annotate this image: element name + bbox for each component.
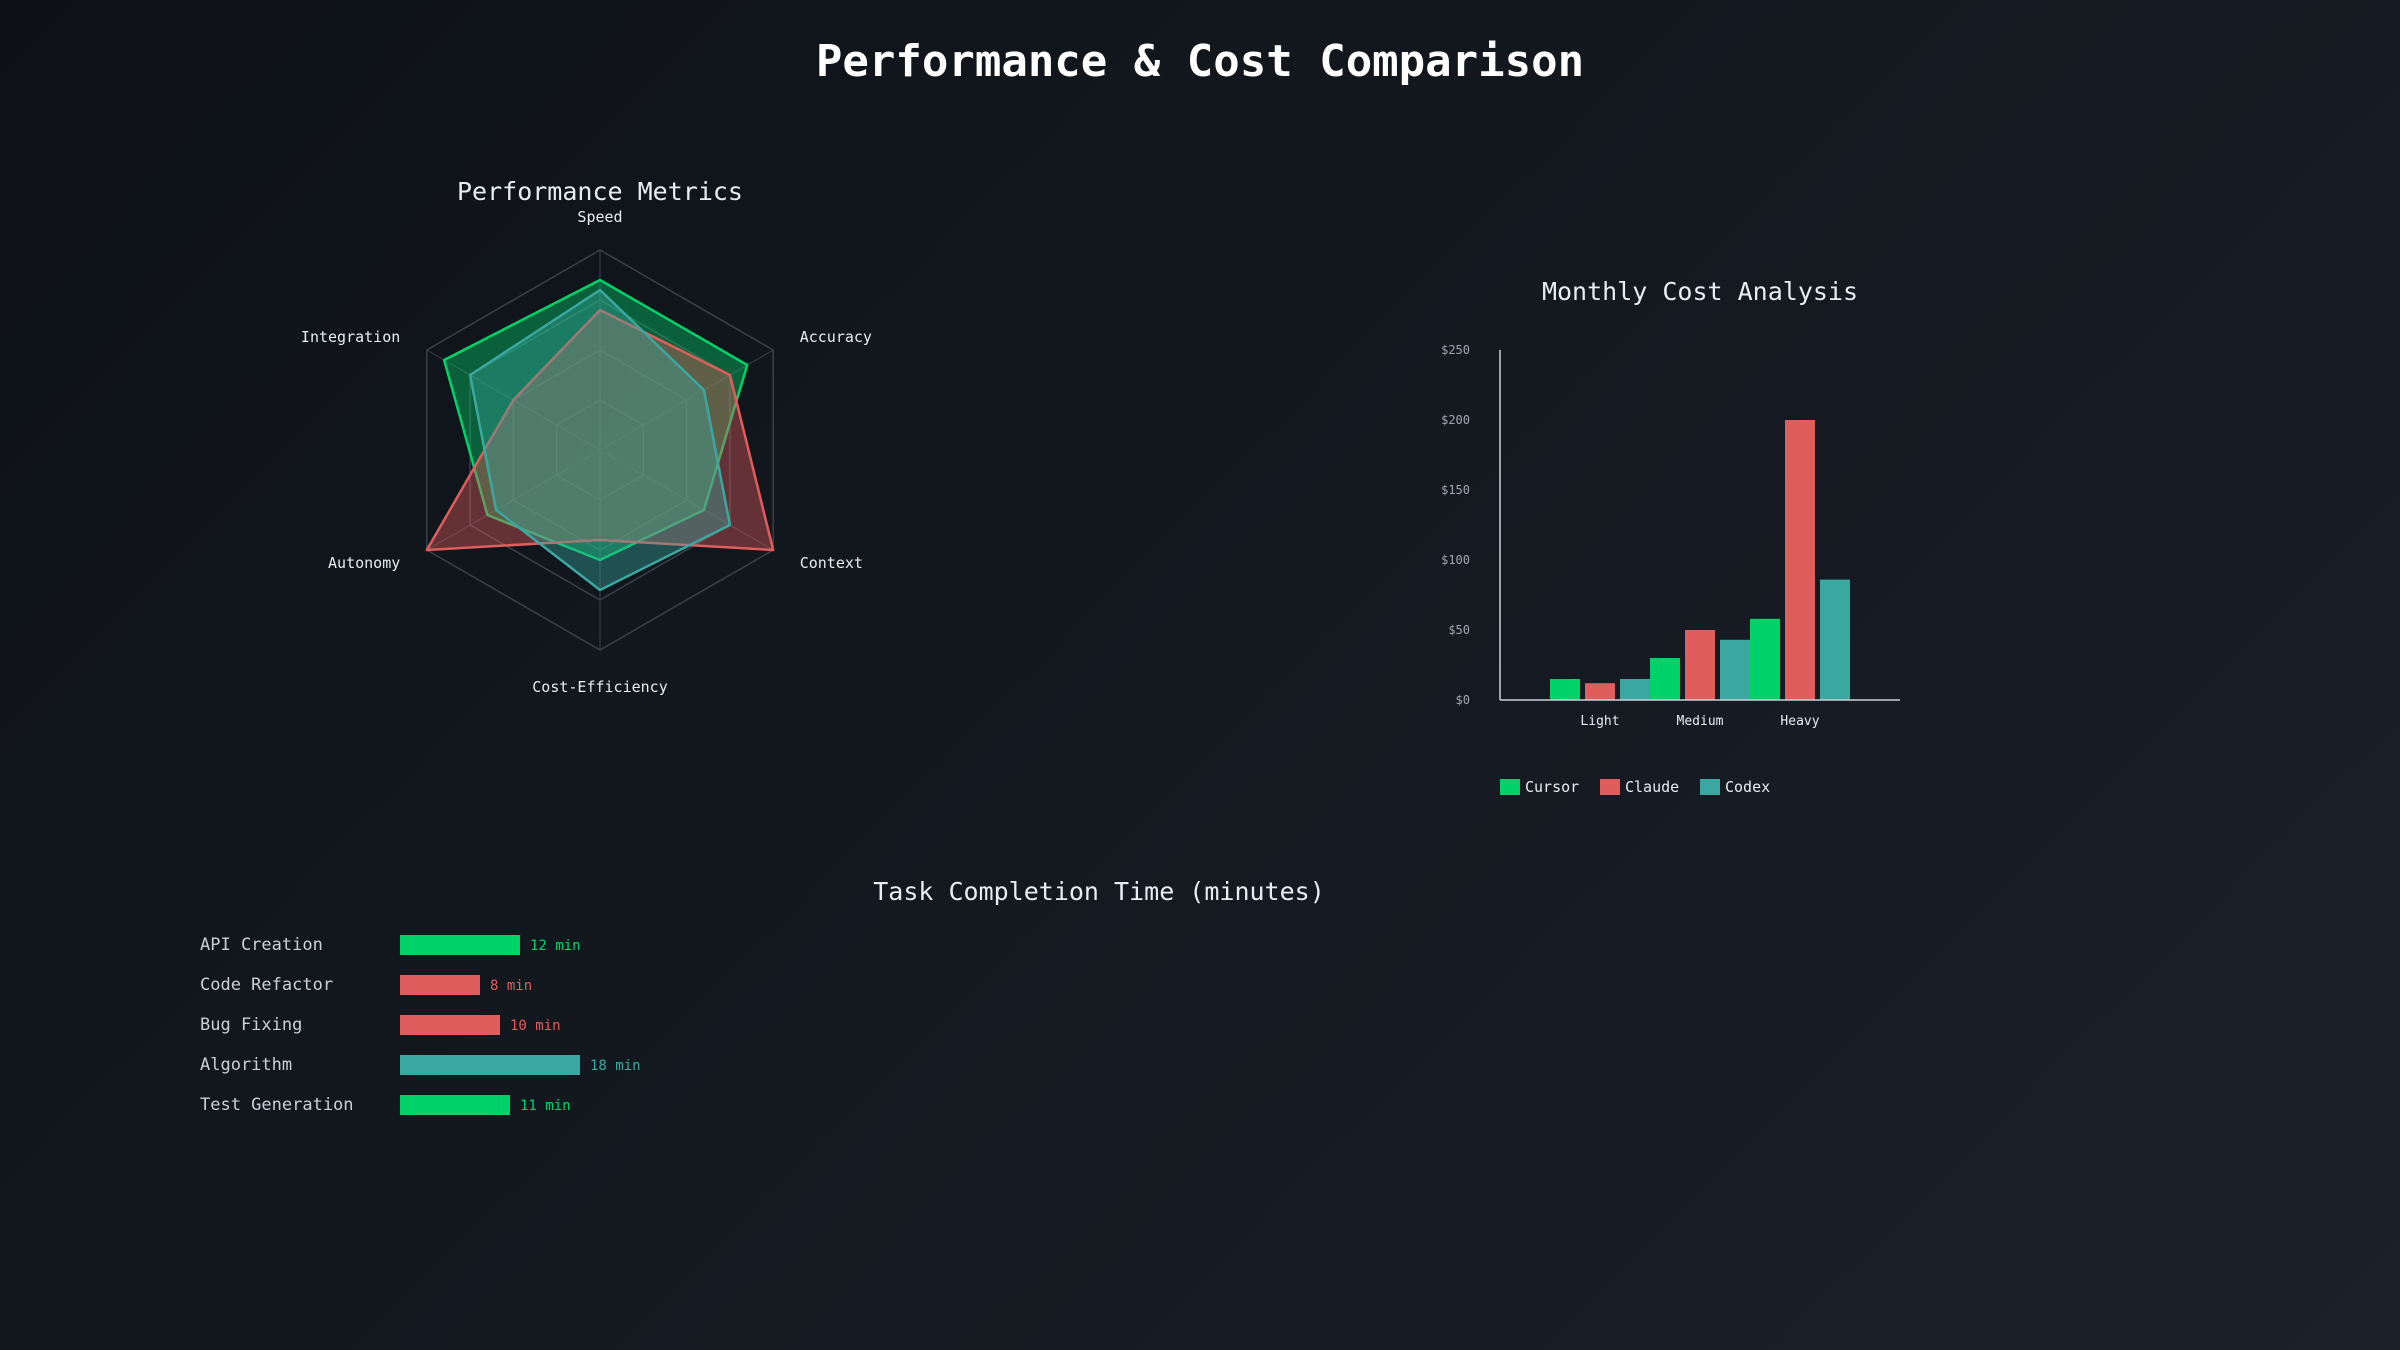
- task-chart-title: Task Completion Time (minutes): [873, 877, 1325, 906]
- radar-spoke-context: [599, 449, 774, 551]
- radar-axis-label-integration: Integration: [301, 328, 400, 346]
- legend-label-cursor: Cursor: [1525, 778, 1579, 796]
- radar-title: Performance Metrics: [457, 177, 743, 206]
- radar-series-claude: [425, 308, 775, 552]
- page-title: Performance & Cost Comparison: [815, 36, 1585, 87]
- task-value-label-code-refactor: 8 min: [490, 978, 532, 994]
- cost-y-tick-label: $150: [1441, 483, 1470, 497]
- task-label-code-refactor: Code Refactor: [200, 975, 333, 995]
- radar-spoke-accuracy: [599, 349, 774, 451]
- task-bar-code-refactor: [400, 975, 480, 995]
- cost-bar-codex-light: [1620, 679, 1650, 700]
- legend-swatch-claude: [1600, 779, 1620, 795]
- legend-swatch-codex: [1700, 779, 1720, 795]
- cost-bar-codex-heavy: [1820, 579, 1850, 700]
- task-value-label-bug-fixing: 10 min: [510, 1018, 561, 1034]
- radar-axis-label-context: Context: [800, 554, 863, 572]
- legend-label-codex: Codex: [1725, 778, 1770, 796]
- task-value-label-api-creation: 12 min: [530, 938, 581, 954]
- task-bar-algorithm: [400, 1055, 580, 1075]
- task-label-bug-fixing: Bug Fixing: [200, 1015, 302, 1035]
- task-value-label-test-generation: 11 min: [520, 1098, 571, 1114]
- radar-series-codex: [468, 288, 732, 592]
- cost-bar-cursor-heavy: [1750, 618, 1780, 700]
- task-bar-api-creation: [400, 935, 520, 955]
- task-label-test-generation: Test Generation: [200, 1095, 354, 1115]
- legend-label-claude: Claude: [1625, 778, 1679, 796]
- cost-y-tick-label: $250: [1441, 343, 1470, 357]
- cost-bar-claude-light: [1585, 683, 1615, 700]
- cost-bar-claude-medium: [1685, 630, 1715, 700]
- cost-y-tick-label: $100: [1441, 553, 1470, 567]
- radar-axis-label-accuracy: Accuracy: [800, 328, 872, 346]
- radar-series-cursor: [442, 278, 749, 562]
- cost-y-tick-label: $0: [1456, 693, 1470, 707]
- cost-bar-cursor-light: [1550, 679, 1580, 700]
- task-label-api-creation: API Creation: [200, 935, 323, 955]
- cost-y-tick-label: $200: [1441, 413, 1470, 427]
- cost-bar-claude-heavy: [1785, 420, 1815, 700]
- cost-y-tick-label: $50: [1448, 623, 1470, 637]
- radar-axis-label-autonomy: Autonomy: [328, 554, 400, 572]
- cost-chart-title: Monthly Cost Analysis: [1542, 277, 1858, 306]
- legend-swatch-cursor: [1500, 779, 1520, 795]
- cost-x-tick-label-medium: Medium: [1677, 714, 1724, 729]
- cost-x-tick-label-heavy: Heavy: [1780, 714, 1819, 729]
- task-value-label-algorithm: 18 min: [590, 1058, 641, 1074]
- radar-spoke-autonomy: [426, 449, 601, 551]
- cost-x-tick-label-light: Light: [1580, 714, 1619, 729]
- radar-axis-label-speed: Speed: [577, 208, 622, 226]
- task-bar-test-generation: [400, 1095, 510, 1115]
- cost-bar-cursor-medium: [1650, 658, 1680, 700]
- task-bar-bug-fixing: [400, 1015, 500, 1035]
- cost-bar-codex-medium: [1720, 639, 1750, 700]
- radar-axis-label-cost-efficiency: Cost-Efficiency: [532, 678, 667, 696]
- task-label-algorithm: Algorithm: [200, 1055, 292, 1075]
